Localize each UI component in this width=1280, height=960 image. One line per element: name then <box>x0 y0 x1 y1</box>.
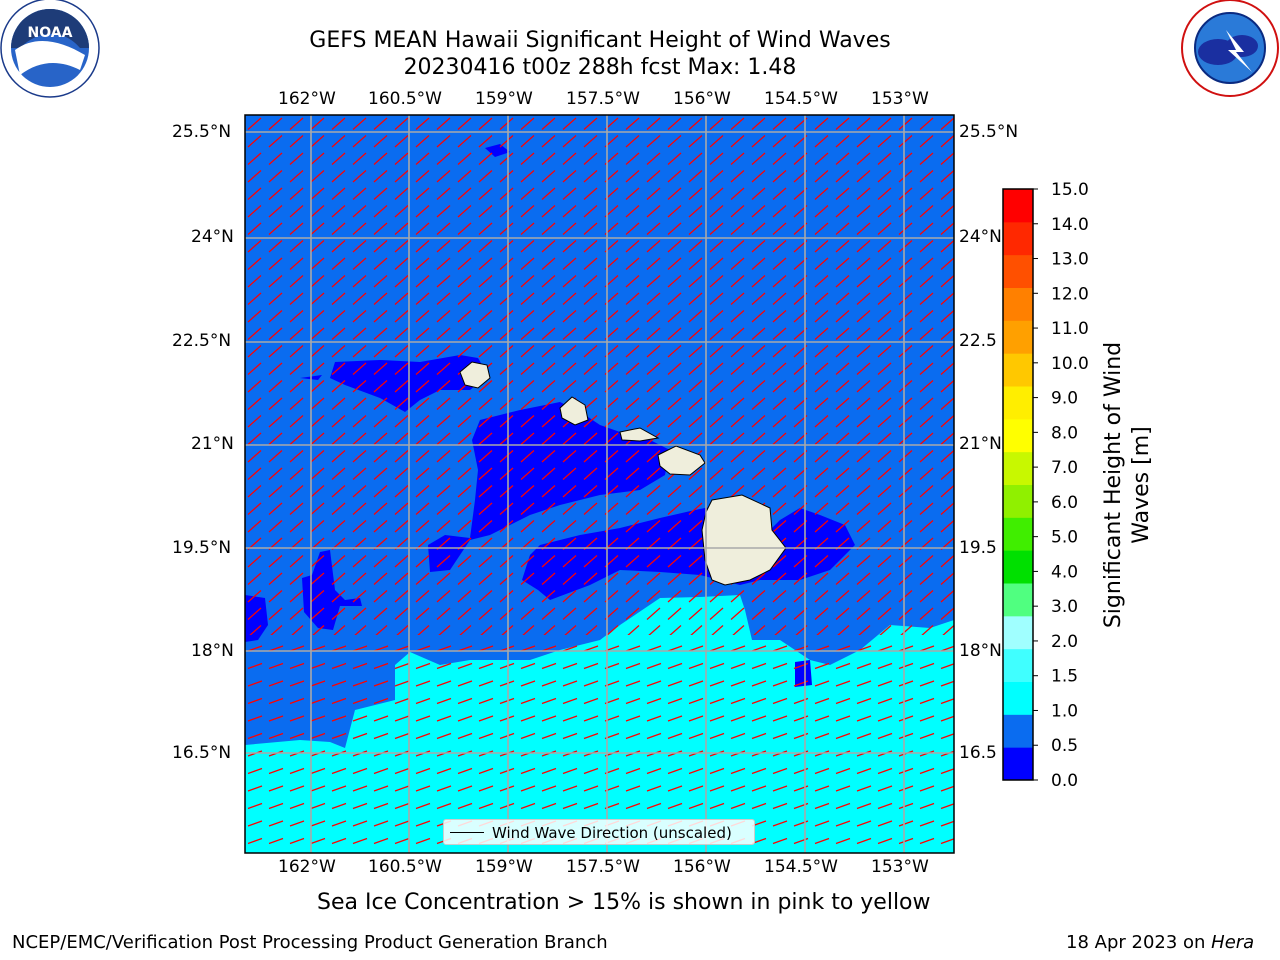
noaa-logo: NOAA <box>0 0 100 98</box>
colorbar-segment <box>1003 353 1033 387</box>
lon-tick-top: 156°W <box>673 89 731 109</box>
colorbar-segment <box>1003 517 1033 551</box>
lon-tick-top: 162°W <box>278 89 336 109</box>
footer-date: 18 Apr 2023 on Hera <box>1066 932 1254 953</box>
footer-date-text: 18 Apr 2023 on <box>1066 932 1212 953</box>
colorbar-segment <box>1003 386 1033 420</box>
graticule <box>245 115 954 853</box>
lat-tick-left: 19.5°N <box>172 538 232 558</box>
colorbar-tick-label: 15.0 <box>1051 180 1089 200</box>
lat-tick-right: 16.5 <box>959 743 997 763</box>
chart-title: GEFS MEAN Hawaii Significant Height of W… <box>309 28 891 53</box>
lon-tick-bottom: 162°W <box>278 857 336 877</box>
colorbar-tick-label: 0.0 <box>1051 771 1078 791</box>
colorbar-segment <box>1003 714 1033 748</box>
colorbar-segment <box>1003 254 1033 288</box>
colorbar-tick-label: 12.0 <box>1051 284 1089 304</box>
colorbar-segment <box>1003 287 1033 321</box>
lon-tick-bottom: 153°W <box>871 857 929 877</box>
colorbar-tick-label: 2.0 <box>1051 632 1078 652</box>
lat-tick-left: 16.5°N <box>172 743 232 763</box>
lon-tick-bottom: 156°W <box>673 857 731 877</box>
colorbar-segment <box>1003 189 1033 223</box>
wave-direction-arrows <box>245 115 954 635</box>
colorbar-frame <box>1002 188 1034 781</box>
lat-tick-left: 25.5°N <box>172 122 232 142</box>
legend-label: Wind Wave Direction (unscaled) <box>492 824 732 842</box>
colorbar-segment <box>1003 484 1033 518</box>
colorbar-tick-label: 9.0 <box>1051 389 1078 409</box>
colorbar-segment <box>1003 550 1033 584</box>
colorbar-tick-label: 4.0 <box>1051 562 1078 582</box>
colorbar-segment <box>1003 681 1033 715</box>
colorbar-tick-label: 0.5 <box>1051 736 1078 756</box>
colorbar-tick-label: 7.0 <box>1051 458 1078 478</box>
colorbar-segment <box>1003 451 1033 485</box>
lat-tick-right: 24°N <box>959 227 1002 247</box>
lat-tick-right: 21°N <box>959 434 1002 454</box>
lat-tick-left: 24°N <box>191 227 234 247</box>
colorbar-segment <box>1003 320 1033 354</box>
colorbar-tick-label: 6.0 <box>1051 493 1078 513</box>
colorbar-segment <box>1003 583 1033 617</box>
lat-tick-left: 22.5°N <box>172 331 232 351</box>
wave-direction-arrows-south <box>245 635 954 853</box>
lon-tick-bottom: 159°W <box>475 857 533 877</box>
lon-tick-bottom: 157.5°W <box>566 857 640 877</box>
lat-tick-right: 25.5°N <box>959 122 1019 142</box>
colorbar-segment <box>1003 615 1033 650</box>
lat-tick-left: 21°N <box>191 434 234 454</box>
lon-tick-top: 159°W <box>475 89 533 109</box>
island-molokai <box>619 427 660 442</box>
colorbar-segment <box>1003 418 1033 453</box>
colorbar-segment <box>1003 221 1033 256</box>
lon-tick-top: 153°W <box>871 89 929 109</box>
lon-tick-top: 154.5°W <box>764 89 838 109</box>
colorbar-tick-label: 5.0 <box>1051 528 1078 548</box>
colorbar-ticks: 0.0 0.5 1.0 1.5 2.0 3.0 4.0 5.0 6.0 7.0 8.0 9.0 10.0… <box>1033 180 1089 791</box>
lat-tick-right: 18°N <box>959 641 1002 661</box>
colorbar-tick-label: 11.0 <box>1051 319 1089 339</box>
colorbar-tick-label: 13.0 <box>1051 250 1089 270</box>
svg-text:NOAA: NOAA <box>28 25 73 41</box>
islands <box>459 361 787 586</box>
island-oahu <box>559 396 589 426</box>
colorbar-tick-label: 3.0 <box>1051 597 1078 617</box>
colorbar-tick-label: 14.0 <box>1051 215 1089 235</box>
colorbar-tick-label: 1.5 <box>1051 667 1078 687</box>
colorbar-tick-label: 10.0 <box>1051 354 1089 374</box>
map-frame <box>244 114 955 854</box>
footer-branch: NCEP/EMC/Verification Post Processing Pr… <box>12 932 608 953</box>
legend-line-icon <box>450 832 484 833</box>
colorbar-tick-label: 1.0 <box>1051 701 1078 721</box>
sea-ice-caption: Sea Ice Concentration > 15% is shown in … <box>317 890 931 915</box>
island-maui <box>657 445 706 476</box>
lat-tick-right: 19.5 <box>959 538 997 558</box>
lon-tick-top: 160.5°W <box>368 89 442 109</box>
lat-tick-left: 18°N <box>191 641 234 661</box>
footer-machine: Hera <box>1211 932 1255 953</box>
lon-tick-top: 157.5°W <box>566 89 640 109</box>
island-hawaii <box>701 494 787 586</box>
colorbar <box>1003 189 1033 781</box>
colorbar-segment <box>1003 648 1033 682</box>
lon-tick-bottom: 160.5°W <box>368 857 442 877</box>
colorbar-segment <box>1003 747 1033 781</box>
nws-logo <box>1181 0 1279 97</box>
lat-tick-right: 22.5 <box>959 331 997 351</box>
colorbar-label: Significant Height of Wind Waves [m] <box>1101 341 1154 629</box>
chart-subtitle: 20230416 t00z 288h fcst Max: 1.48 <box>403 55 797 80</box>
colorbar-tick-label: 8.0 <box>1051 423 1078 443</box>
lon-tick-bottom: 154.5°W <box>764 857 838 877</box>
map-legend: Wind Wave Direction (unscaled) <box>443 819 755 845</box>
island-kauai <box>459 361 491 389</box>
